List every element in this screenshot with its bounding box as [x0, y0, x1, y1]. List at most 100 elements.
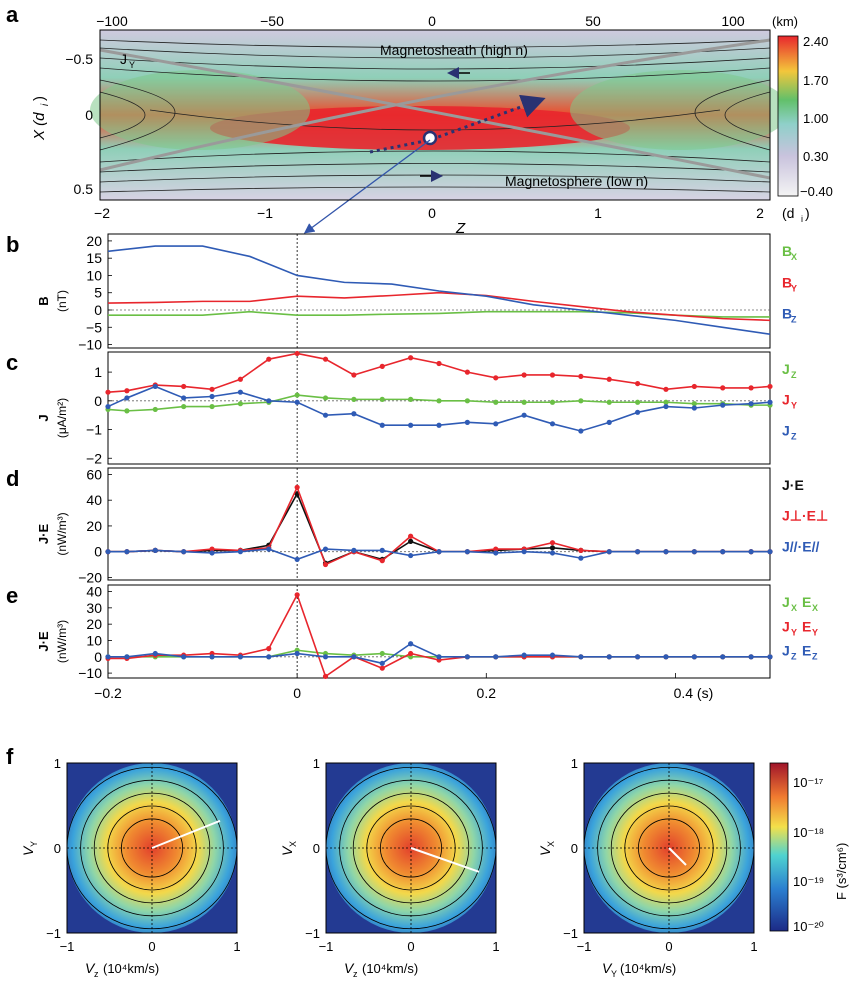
- vdf-y-label: VY: [20, 841, 39, 856]
- y-label-b: B (nT): [36, 290, 69, 312]
- legend-entry: J: [782, 643, 790, 659]
- vdf-y-tick: 0: [313, 841, 320, 856]
- legend-entry-2-sub: Y: [812, 627, 818, 637]
- cbar-f-tick-2: 10⁻¹⁸: [793, 825, 824, 840]
- data-point: [408, 538, 414, 544]
- y-tick-3: 0.5: [74, 181, 94, 197]
- panel-e-letter: e: [6, 583, 18, 608]
- x-tick-3: 0: [428, 205, 436, 221]
- top-tick-5: 100: [721, 13, 745, 29]
- vdf-y-tick: −1: [305, 926, 320, 941]
- vdf-x-label-sub: z: [353, 969, 358, 979]
- data-point: [578, 654, 584, 660]
- y-tick-label: 15: [86, 250, 102, 266]
- data-point: [209, 386, 215, 392]
- y-label-e: J·E (nW/m³): [36, 620, 69, 663]
- legend-entry: J: [782, 618, 790, 634]
- vdf-contour: [379, 818, 442, 878]
- cbar-a-tick-3: 1.00: [803, 111, 828, 126]
- vdf-y-tick: 1: [54, 756, 61, 771]
- data-point: [351, 396, 357, 402]
- corner-label: J: [120, 51, 127, 67]
- data-point: [691, 549, 697, 555]
- top-axis-unit: (km): [772, 14, 798, 29]
- vdf-x-unit: (10⁴km/s): [362, 961, 418, 976]
- y-label-text: J: [36, 414, 51, 421]
- data-point: [181, 383, 187, 390]
- legend-entry: J: [782, 594, 790, 610]
- vdf-y-label-sub: Y: [29, 841, 39, 847]
- data-point: [351, 411, 357, 417]
- cbar-a-tick-5: −0.40: [800, 184, 833, 199]
- vdf-y-label: VX: [537, 841, 556, 856]
- data-point: [691, 405, 697, 411]
- y-tick-label: −10: [78, 665, 102, 681]
- data-point: [124, 549, 130, 555]
- legend-entry: J//·E//: [782, 538, 819, 554]
- y-tick-label: 20: [86, 518, 102, 534]
- data-point: [379, 558, 385, 564]
- data-point: [493, 421, 499, 427]
- data-point: [237, 389, 243, 395]
- data-point: [606, 549, 612, 555]
- data-point: [181, 395, 187, 401]
- data-point: [493, 654, 499, 660]
- data-point: [720, 549, 726, 555]
- data-point: [379, 650, 385, 657]
- legend-entry-sub: X: [791, 252, 797, 262]
- panel-a: a −100 −50 0 50 100 (km): [6, 2, 833, 237]
- data-point: [436, 422, 442, 428]
- top-tick-3: 0: [428, 13, 436, 29]
- data-point: [105, 403, 111, 410]
- legend-entry: J: [782, 361, 790, 377]
- data-point: [322, 546, 329, 552]
- vdf-x-tick: −1: [319, 939, 334, 954]
- data-point: [549, 421, 556, 427]
- vdf-y-label: VX: [279, 841, 298, 856]
- panel-a-frame: [99, 29, 771, 201]
- vdf-contour: [610, 792, 728, 904]
- data-point: [493, 375, 499, 381]
- y-tick-label: 40: [86, 492, 102, 508]
- data-point: [152, 547, 158, 553]
- cbar-f-label: F (s³/cm⁶): [834, 843, 849, 900]
- data-point: [152, 406, 158, 413]
- data-point: [578, 555, 584, 561]
- y-label-c: J (μA/m²): [36, 398, 69, 438]
- vdf-x-tick: 1: [492, 939, 499, 954]
- vdf-y-label-sub: X: [288, 841, 298, 847]
- vdf-x-label: V: [602, 960, 613, 976]
- data-point: [606, 654, 612, 660]
- data-point: [578, 398, 584, 404]
- data-point: [606, 399, 612, 405]
- vdf-contour: [352, 792, 470, 904]
- data-point: [464, 398, 470, 404]
- data-point: [748, 654, 754, 660]
- data-point: [105, 654, 111, 660]
- vdf-contour: [638, 818, 701, 878]
- y-tick-label: 20: [86, 233, 102, 249]
- y-axis-label: X (d i ): [31, 96, 51, 141]
- series-line-BZ: [107, 245, 771, 335]
- data-point: [322, 673, 329, 679]
- jy-map-green-right: [570, 70, 790, 150]
- vdf-y-label-text: V: [20, 845, 36, 856]
- data-point: [237, 549, 243, 555]
- data-point: [606, 419, 612, 425]
- panel-b-letter: b: [6, 232, 19, 257]
- data-point: [266, 546, 272, 552]
- legend-entry-sub: Z: [791, 370, 797, 380]
- data-point: [408, 650, 414, 657]
- data-point: [237, 654, 243, 660]
- data-point: [181, 403, 187, 410]
- panel-c-letter: c: [6, 350, 18, 375]
- y-tick-label: 20: [86, 616, 102, 632]
- y-tick-label: −20: [78, 569, 102, 585]
- data-point: [464, 369, 470, 375]
- data-point: [124, 388, 130, 394]
- data-point: [464, 654, 470, 660]
- series-line-JYEY: [108, 592, 770, 678]
- cbar-f-tick-4: 10⁻²⁰: [793, 919, 824, 934]
- vdf-frame: [66, 762, 238, 934]
- data-point: [266, 356, 272, 362]
